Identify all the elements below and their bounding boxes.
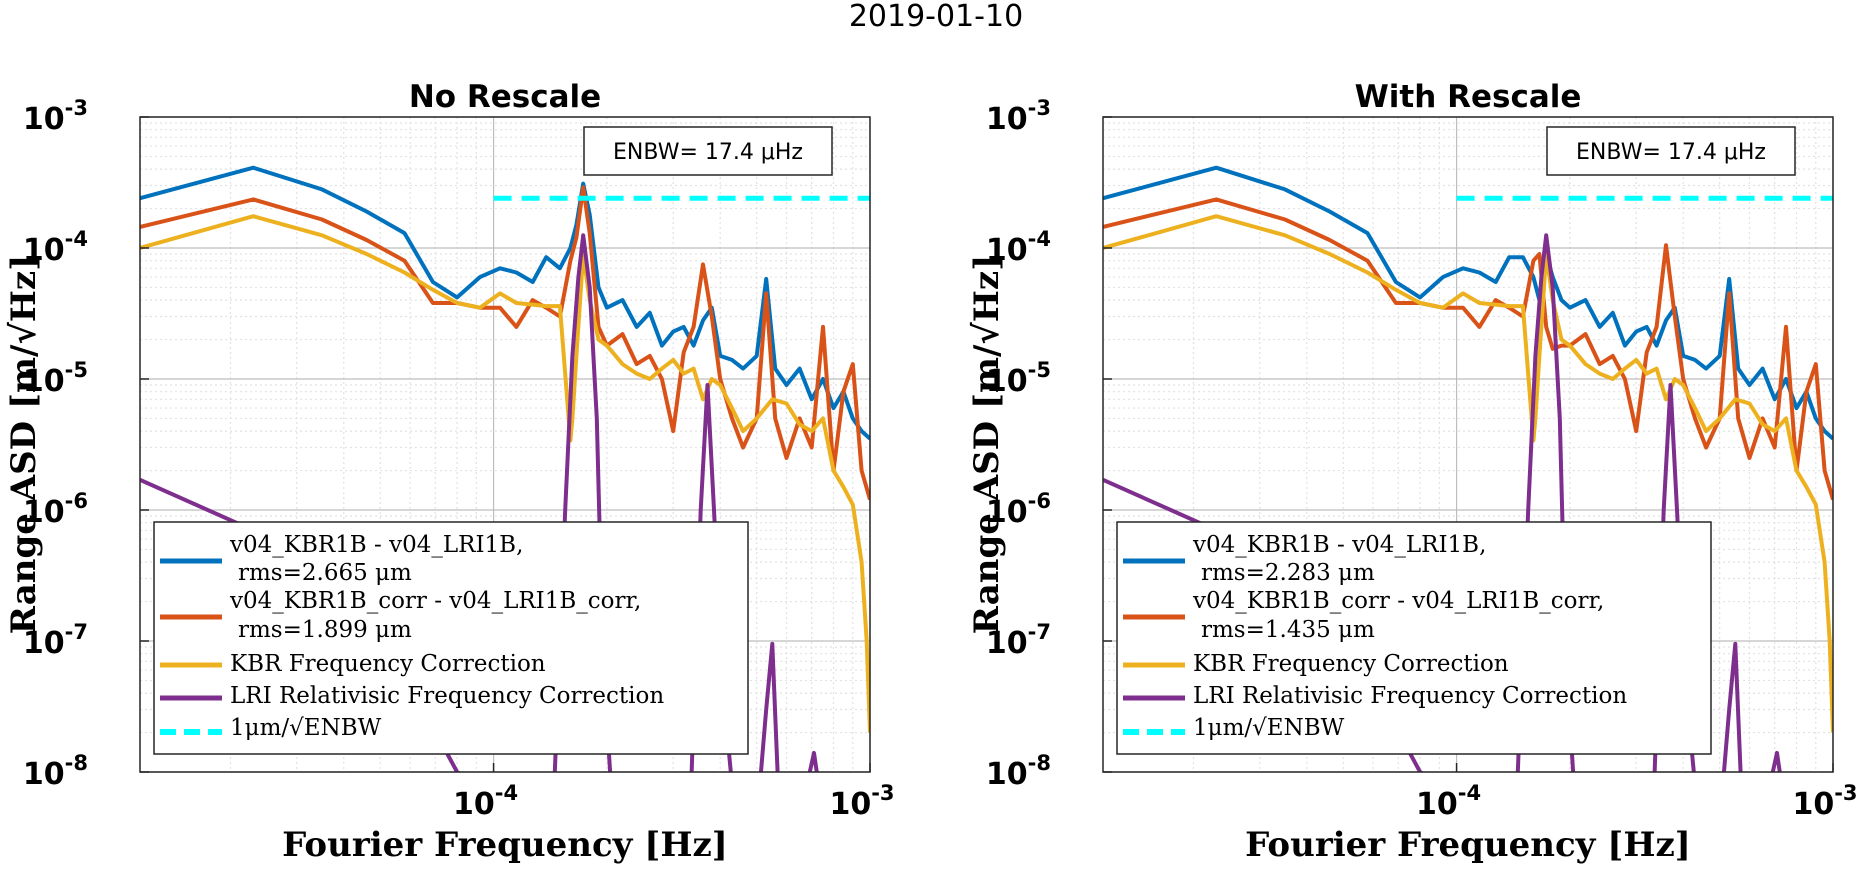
y-tick-label: 10-4 (986, 227, 1051, 268)
legend: v04_KBR1B - v04_LRI1B,rms=2.665 μmv04_KB… (153, 521, 749, 755)
legend-label-5: 1μm/√ENBW (230, 715, 382, 741)
y-tick-label: 10-3 (23, 96, 88, 137)
y-tick-label: 10-5 (986, 358, 1051, 399)
figure-suptitle: 2019-01-10 (849, 0, 1023, 34)
series-line-3 (1103, 214, 1833, 733)
panel-title: With Rescale (1355, 79, 1582, 115)
axes-box (139, 116, 871, 773)
series-group (1103, 165, 1833, 772)
legend-label-4: LRI Relativisic Frequency Correction (1193, 683, 1627, 709)
y-axis-label: Range ASD [m/√Hz] (967, 255, 1007, 635)
legend-label-4: LRI Relativisic Frequency Correction (230, 683, 664, 709)
legend-box (153, 521, 749, 755)
chart-panel-1: 10-4 10-3 10-3 10-4 10-5 10-6 10-7 10-8 No Resca… (4, 79, 895, 865)
x-tick-label: 10-4 (1416, 781, 1481, 822)
chart-panels: 10-4 10-3 10-3 10-4 10-5 10-6 10-7 10-8 No Resca… (4, 79, 1858, 865)
legend: v04_KBR1B - v04_LRI1B,rms=2.283 μmv04_KB… (1116, 521, 1712, 755)
x-axis-label: Fourier Frequency [Hz] (282, 825, 728, 865)
x-tick-label: 10-3 (829, 781, 894, 822)
legend-rms-2: rms=1.899 μm (238, 617, 412, 643)
y-tick-label: 10-4 (23, 227, 88, 268)
y-tick-label: 10-3 (986, 96, 1051, 137)
legend-rms-1: rms=2.283 μm (1201, 560, 1375, 586)
enbw-annotation: ENBW= 17.4 μHz (613, 140, 803, 165)
panel-title: No Rescale (409, 79, 601, 115)
chart-panel-2: 10-4 10-3 10-3 10-4 10-5 10-6 10-7 10-8 With Res… (967, 79, 1858, 865)
legend-label-3: KBR Frequency Correction (1193, 651, 1509, 677)
legend-label-3: KBR Frequency Correction (230, 651, 546, 677)
enbw-box (583, 126, 833, 176)
y-tick-label: 10-5 (23, 358, 88, 399)
y-tick-label: 10-7 (986, 620, 1051, 661)
legend-label-5: 1μm/√ENBW (1193, 715, 1345, 741)
y-axis-label: Range ASD [m/√Hz] (4, 255, 44, 635)
y-tick-label: 10-6 (986, 489, 1051, 530)
y-tick-label: 10-7 (23, 620, 88, 661)
series-line-1 (140, 165, 870, 441)
series-group (140, 165, 870, 772)
axes-box (1102, 116, 1834, 773)
x-tick-label: 10-4 (453, 781, 518, 822)
legend-label-1: v04_KBR1B - v04_LRI1B, (1192, 532, 1486, 558)
legend-rms-2: rms=1.435 μm (1201, 617, 1375, 643)
legend-label-2: v04_KBR1B_corr - v04_LRI1B_corr, (1192, 588, 1604, 614)
legend-label-1: v04_KBR1B - v04_LRI1B, (229, 532, 523, 558)
legend-rms-1: rms=2.665 μm (238, 560, 412, 586)
y-tick-label: 10-8 (23, 751, 88, 792)
enbw-annotation: ENBW= 17.4 μHz (1576, 140, 1766, 165)
y-tick-label: 10-6 (23, 489, 88, 530)
legend-box (1116, 521, 1712, 755)
y-tick-label: 10-8 (986, 751, 1051, 792)
series-line-3 (140, 214, 870, 733)
x-tick-label: 10-3 (1792, 781, 1857, 822)
legend-label-2: v04_KBR1B_corr - v04_LRI1B_corr, (229, 588, 641, 614)
series-line-1 (1103, 165, 1833, 441)
enbw-box (1546, 126, 1796, 176)
x-axis-label: Fourier Frequency [Hz] (1245, 825, 1691, 865)
